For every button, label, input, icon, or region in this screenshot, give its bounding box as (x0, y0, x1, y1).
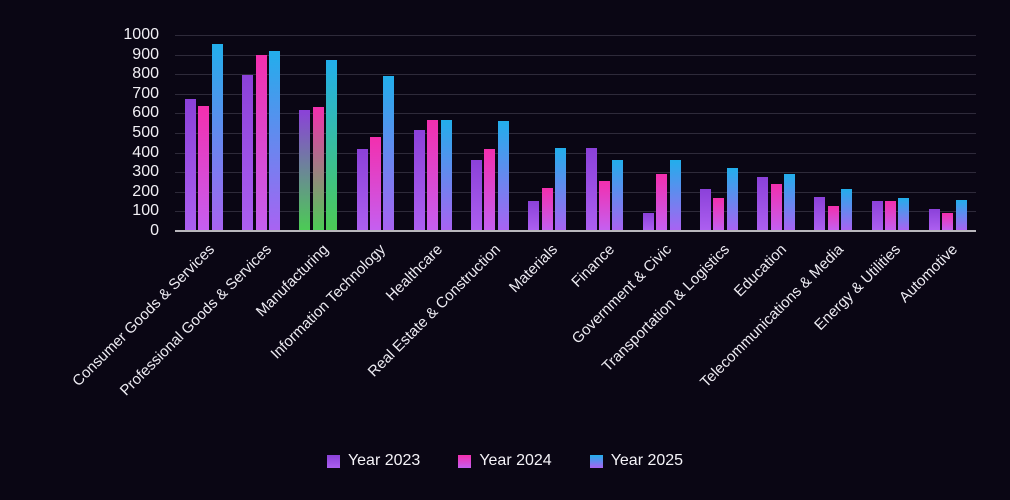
legend-label-year-2025: Year 2025 (610, 452, 684, 469)
gridline (175, 191, 976, 193)
x-axis-line (175, 230, 976, 232)
x-axis-category-label: Automotive (896, 241, 962, 307)
bar (783, 174, 795, 230)
bar (598, 181, 610, 230)
y-axis-tick-label: 0 (150, 222, 159, 239)
bar (555, 148, 567, 230)
bar (942, 213, 954, 230)
gridline (175, 133, 976, 134)
bar (612, 160, 624, 230)
bar (484, 149, 496, 230)
y-axis-tick-label: 100 (132, 202, 159, 220)
bar (269, 51, 280, 230)
gridline (175, 211, 976, 213)
bar (528, 201, 540, 230)
y-axis-tick-label: 200 (132, 182, 159, 200)
bar (497, 121, 509, 230)
bar (726, 168, 738, 230)
bar (356, 149, 368, 230)
bar (312, 107, 324, 230)
bar (827, 206, 839, 230)
bar (471, 160, 483, 230)
gridline (175, 35, 976, 36)
gridline (175, 152, 976, 154)
bar (713, 198, 725, 230)
bar (541, 188, 553, 230)
y-axis-tick-label: 700 (132, 84, 159, 102)
y-axis-tick-label: 900 (132, 45, 159, 63)
x-axis-category-label: Information Technology (267, 241, 390, 363)
x-axis-category-label: Government & Civic (569, 241, 676, 348)
bar (656, 174, 668, 230)
bar (370, 137, 382, 230)
bar (299, 110, 311, 230)
bar (757, 177, 769, 230)
bar (585, 148, 597, 230)
bar (440, 120, 452, 230)
gridline (175, 54, 976, 56)
bar (841, 189, 853, 230)
legend: Year 2023 Year 2024 Year 2025 (0, 452, 1010, 470)
gridline (175, 74, 976, 76)
bar (255, 55, 267, 230)
bar (955, 200, 967, 230)
legend-item-year-2025: Year 2025 (589, 452, 684, 470)
legend-item-year-2023: Year 2023 (326, 452, 421, 470)
bar (383, 76, 395, 230)
x-axis-category-label: Finance (568, 241, 619, 291)
x-axis-category-label: Education (730, 241, 790, 301)
y-axis-tick-label: 300 (132, 163, 159, 181)
bar (814, 197, 826, 230)
bar (242, 75, 254, 230)
x-axis-category-label: Materials (505, 241, 561, 297)
legend-swatch-year-2024 (458, 454, 472, 468)
gridline (175, 113, 976, 115)
bar (326, 60, 338, 230)
y-axis-tick-label: 800 (132, 65, 159, 83)
bar (699, 189, 711, 230)
bar (427, 120, 439, 230)
bar (898, 198, 910, 230)
y-axis-tick-label: 1000 (123, 26, 159, 43)
y-axis-tick-label: 600 (132, 104, 159, 122)
y-axis-tick-label: 400 (132, 143, 159, 161)
legend-item-year-2024: Year 2024 (458, 452, 552, 470)
bar (884, 201, 896, 230)
bar (669, 160, 681, 230)
bar (413, 130, 425, 230)
gridline (175, 93, 976, 95)
gridline (175, 172, 976, 174)
bar (928, 209, 940, 230)
bar (185, 99, 196, 230)
bar (642, 213, 654, 230)
legend-label-year-2023: Year 2023 (347, 452, 421, 469)
bar (871, 201, 883, 230)
legend-label-year-2024: Year 2024 (479, 452, 552, 469)
y-axis-tick-label: 500 (132, 124, 159, 141)
legend-swatch-year-2023 (326, 454, 340, 468)
bar (770, 184, 782, 230)
bar (211, 44, 223, 230)
legend-swatch-year-2025 (589, 454, 603, 468)
bar (198, 106, 210, 230)
